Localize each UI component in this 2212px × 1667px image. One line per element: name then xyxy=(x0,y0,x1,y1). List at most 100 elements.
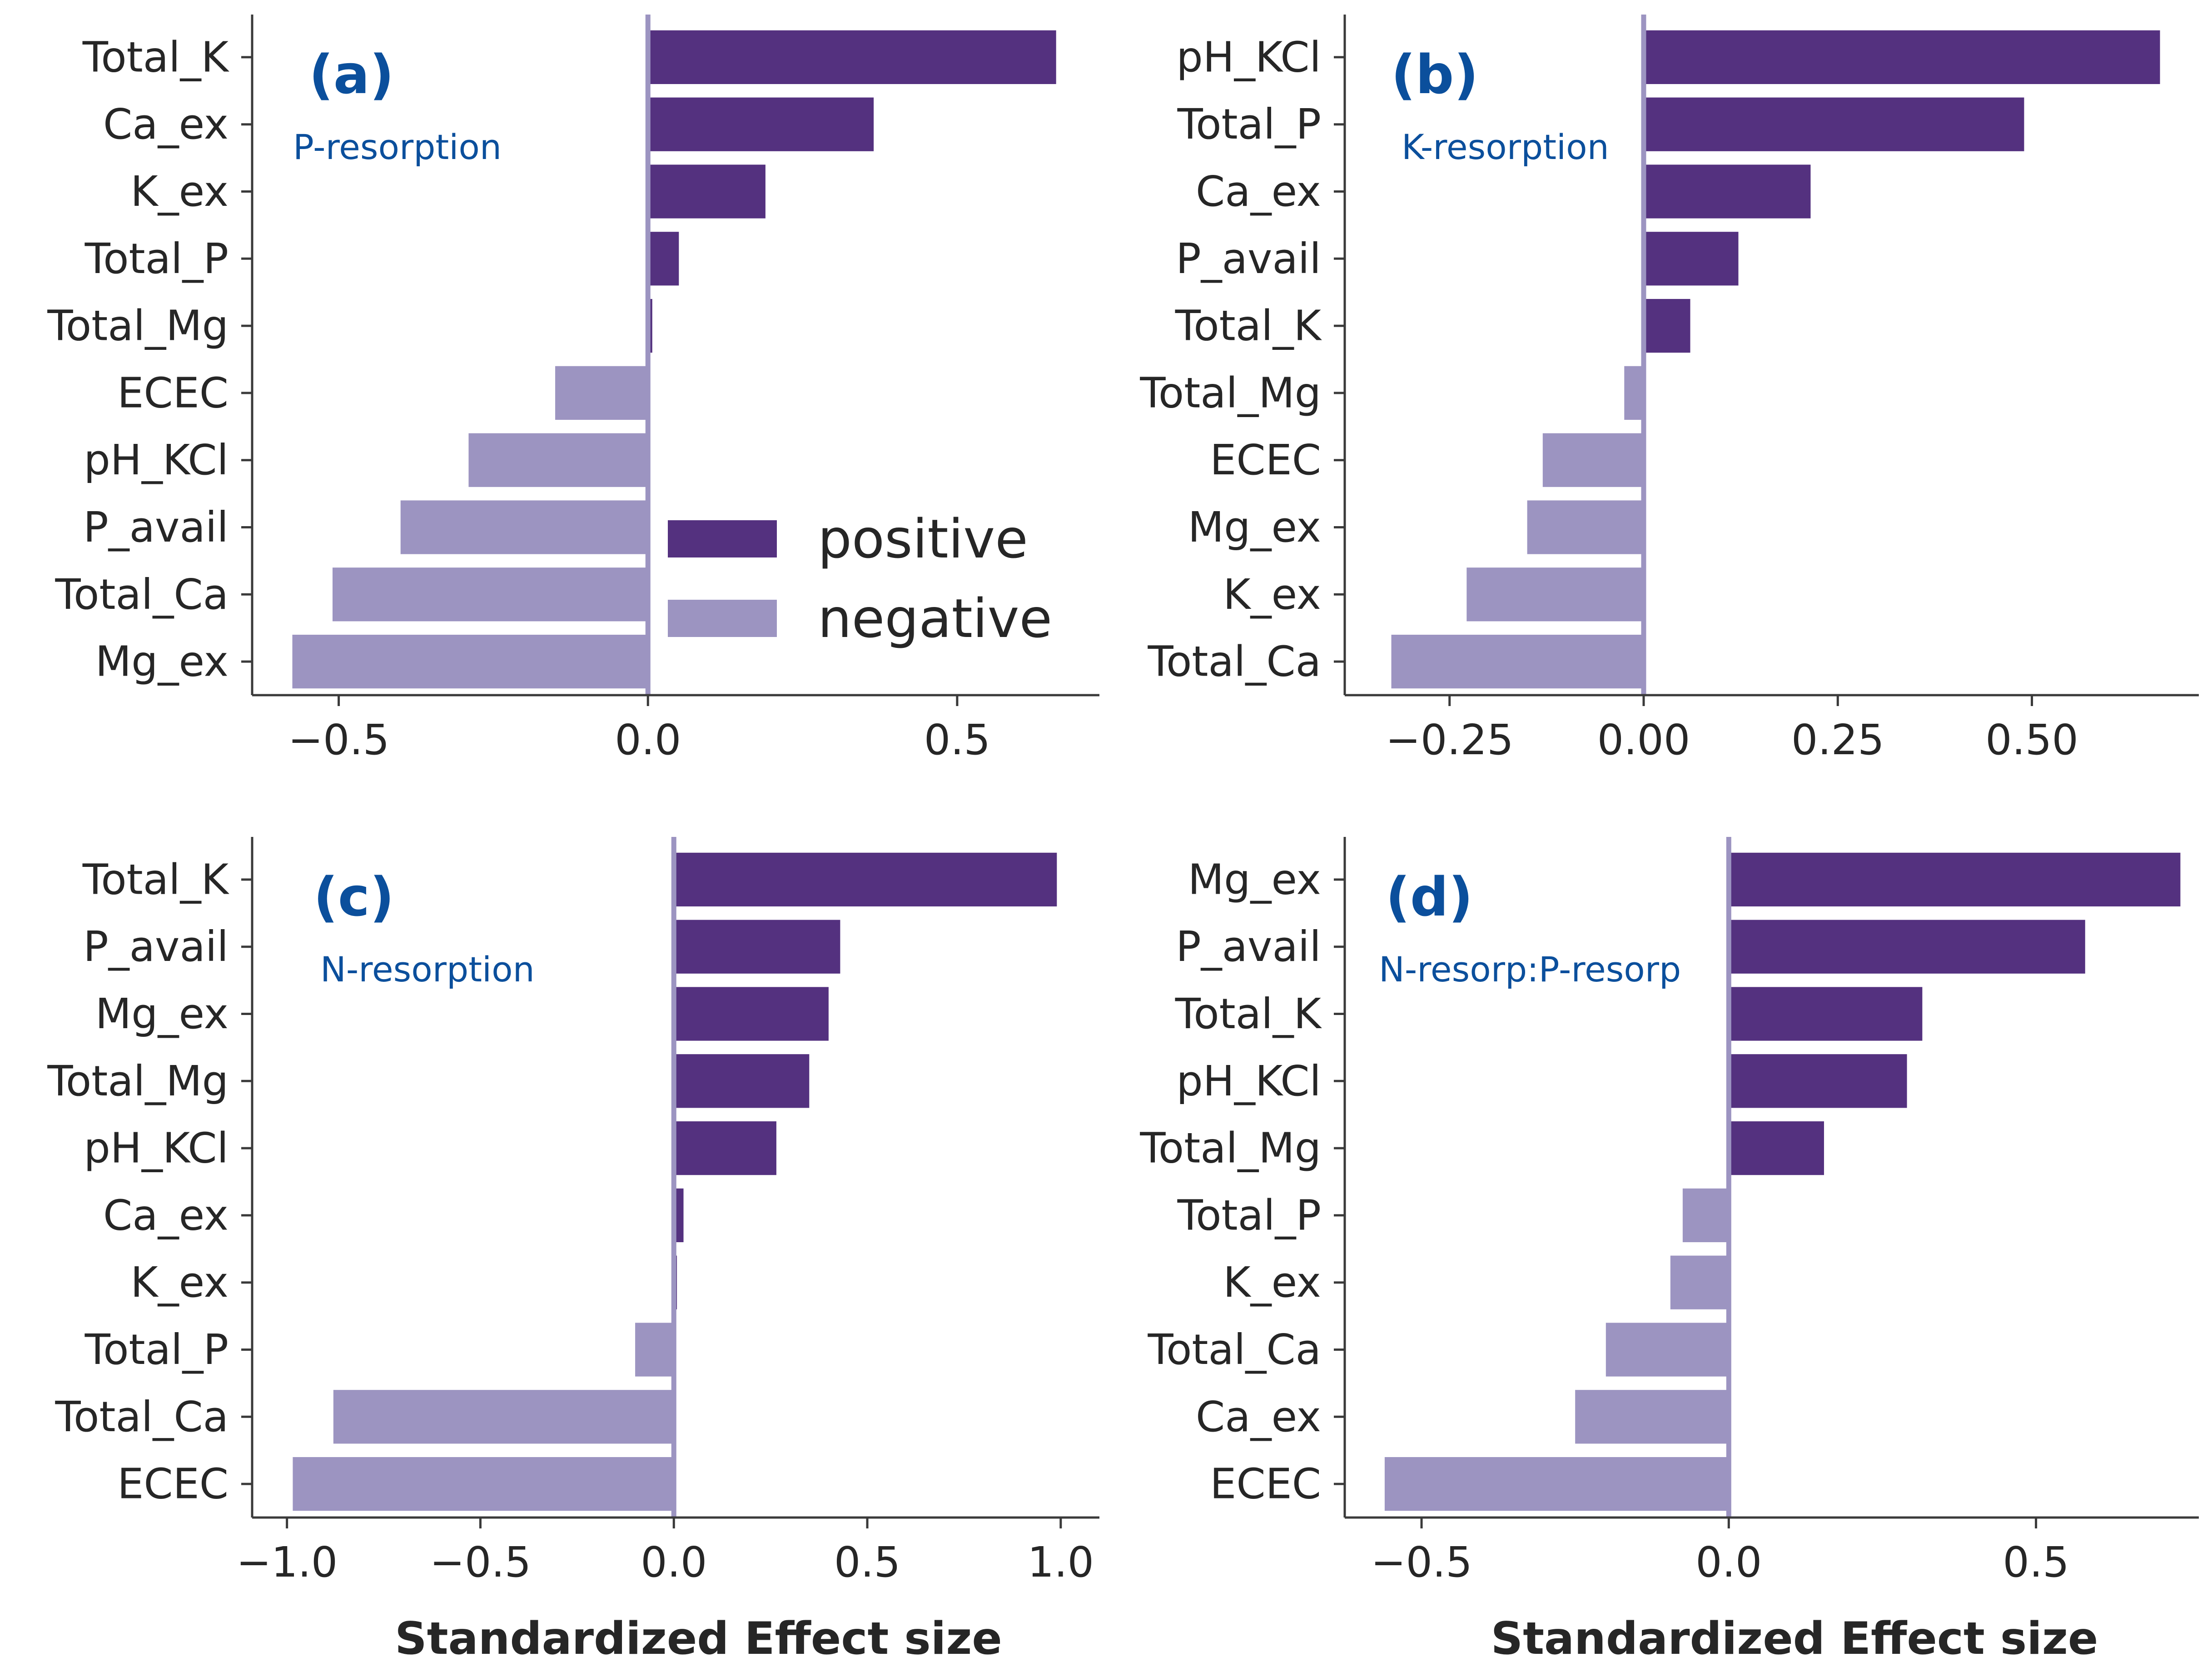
x-tick-label: −1.0 xyxy=(236,1538,338,1587)
y-tick-label: P_avail xyxy=(83,503,229,552)
x-tick-label: 0.5 xyxy=(834,1538,900,1587)
y-tick-label: Ca_ex xyxy=(103,1191,229,1239)
x-tick-label: −0.5 xyxy=(1371,1538,1472,1587)
y-tick-label: Total_Ca xyxy=(55,1393,229,1441)
y-tick-label: Total_Ca xyxy=(55,570,229,619)
y-tick-label: Total_P xyxy=(85,1325,229,1374)
x-tick-label: 0.0 xyxy=(641,1538,707,1587)
bar-ECEC xyxy=(555,366,648,420)
bar-P_avail xyxy=(400,500,648,554)
y-tick-label: Total_K xyxy=(1175,990,1322,1038)
legend-swatch-negative xyxy=(668,600,777,637)
panel-subtitle: N-resorp:P-resorp xyxy=(1379,949,1681,990)
bar-Mg_ex xyxy=(292,634,648,689)
y-tick-label: Ca_ex xyxy=(1196,1393,1321,1441)
x-tick-label: −0.25 xyxy=(1386,716,1514,764)
panel-label: (b) xyxy=(1391,43,1478,106)
y-tick-label: ECEC xyxy=(1210,436,1321,484)
bar-Total_P xyxy=(648,232,679,286)
panel-subtitle: P-resorption xyxy=(293,127,502,167)
y-tick-label: ECEC xyxy=(117,368,229,417)
bar-Total_Mg xyxy=(1624,366,1644,420)
y-tick-label: P_avail xyxy=(1176,234,1321,283)
panel-label: (a) xyxy=(309,43,394,106)
panel-label: (d) xyxy=(1386,866,1473,928)
panel-a: Total_K Ca_ex K_ex Total_P Total_Mg ECEC pH_KC… xyxy=(47,15,1099,764)
legend-swatch-positive xyxy=(668,520,777,557)
bar-K_ex xyxy=(1466,567,1644,622)
panel-label: (c) xyxy=(313,866,394,928)
x-tick-label: 0.0 xyxy=(615,716,681,764)
bar-Mg_ex xyxy=(1729,852,2181,907)
y-tick-label: P_avail xyxy=(83,922,229,971)
bar-Total_Mg xyxy=(674,1054,810,1108)
y-tick-label: K_ex xyxy=(130,167,229,216)
x-tick-label: −0.5 xyxy=(288,716,389,764)
y-tick-label: Mg_ex xyxy=(95,637,229,686)
panel-d: Mg_ex P_avail Total_K pH_KCl Total_Mg Total_P… xyxy=(1139,837,2199,1665)
panel-c: Total_K P_avail Mg_ex Total_Mg pH_KCl Ca_ex K_… xyxy=(47,837,1099,1665)
x-axis-label: Standardized Effect size xyxy=(1491,1613,2098,1665)
y-tick-label: pH_KCl xyxy=(84,1124,229,1173)
x-tick-label: 0.5 xyxy=(2003,1538,2069,1587)
y-tick-label: Mg_ex xyxy=(95,990,229,1038)
y-tick-label: Total_P xyxy=(1177,100,1321,149)
bar-Total_P xyxy=(1682,1188,1729,1243)
bar-Ca_ex xyxy=(648,97,874,151)
bar-pH_KCl xyxy=(468,433,648,487)
x-tick-label: 0.0 xyxy=(1695,1538,1762,1587)
bar-Total_Ca xyxy=(333,1390,674,1444)
y-tick-label: P_avail xyxy=(1176,922,1321,971)
y-tick-label: Total_K xyxy=(82,855,230,904)
x-tick-label: 1.0 xyxy=(1028,1538,1094,1587)
legend: positive negative xyxy=(668,508,1052,650)
y-tick-label: pH_KCl xyxy=(1176,33,1321,81)
bar-Mg_ex xyxy=(1527,500,1644,554)
bar-ECEC xyxy=(1542,433,1644,487)
x-tick-label: 0.5 xyxy=(924,716,990,764)
y-tick-label: Total_Ca xyxy=(1148,1325,1321,1374)
y-tick-label: ECEC xyxy=(117,1460,229,1508)
panel-subtitle: K-resorption xyxy=(1402,127,1609,167)
bar-Total_K xyxy=(648,30,1056,85)
panel-b: pH_KCl Total_P Ca_ex P_avail Total_K Total_Mg… xyxy=(1139,15,2199,764)
panel-subtitle: N-resorption xyxy=(320,949,535,990)
x-axis-label: Standardized Effect size xyxy=(395,1613,1002,1665)
y-tick-label: Total_P xyxy=(1177,1191,1321,1239)
legend-label-positive: positive xyxy=(818,508,1028,570)
x-tick-label: 0.25 xyxy=(1791,716,1884,764)
y-tick-label: Mg_ex xyxy=(1188,855,1321,904)
bar-Total_Ca xyxy=(1606,1323,1729,1377)
bar-Total_P xyxy=(635,1323,674,1377)
y-tick-label: ECEC xyxy=(1210,1460,1321,1508)
x-tick-label: 0.00 xyxy=(1597,716,1690,764)
y-tick-label: K_ex xyxy=(130,1258,229,1307)
y-tick-label: Mg_ex xyxy=(1188,503,1321,552)
bar-K_ex xyxy=(1670,1255,1729,1309)
bar-pH_KCl xyxy=(674,1121,776,1175)
bar-P_avail xyxy=(674,920,840,974)
bar-Total_Ca xyxy=(332,567,648,622)
y-tick-label: pH_KCl xyxy=(84,436,229,484)
y-tick-label: Total_Ca xyxy=(1148,637,1321,686)
y-tick-label: pH_KCl xyxy=(1176,1057,1321,1105)
y-tick-label: K_ex xyxy=(1223,570,1321,619)
bar-P_avail xyxy=(1729,920,2085,974)
x-tick-label: 0.50 xyxy=(1985,716,2078,764)
y-tick-label: Total_Mg xyxy=(1139,1124,1321,1173)
y-tick-label: Total_K xyxy=(1175,302,1322,350)
bar-Total_Ca xyxy=(1391,634,1644,689)
bar-Ca_ex xyxy=(1575,1390,1729,1444)
y-tick-label: Ca_ex xyxy=(1196,167,1321,216)
y-tick-label: Total_P xyxy=(85,234,229,283)
bar-Mg_ex xyxy=(674,987,829,1041)
bar-ECEC xyxy=(293,1457,674,1511)
bar-Total_K xyxy=(1729,987,1923,1041)
bar-Total_Mg xyxy=(1729,1121,1824,1175)
x-tick-label: −0.5 xyxy=(430,1538,531,1587)
y-tick-label: Total_K xyxy=(82,33,230,81)
y-tick-label: Ca_ex xyxy=(103,100,229,149)
y-tick-label: Total_Mg xyxy=(1139,368,1321,417)
y-tick-label: Total_Mg xyxy=(47,1057,229,1105)
